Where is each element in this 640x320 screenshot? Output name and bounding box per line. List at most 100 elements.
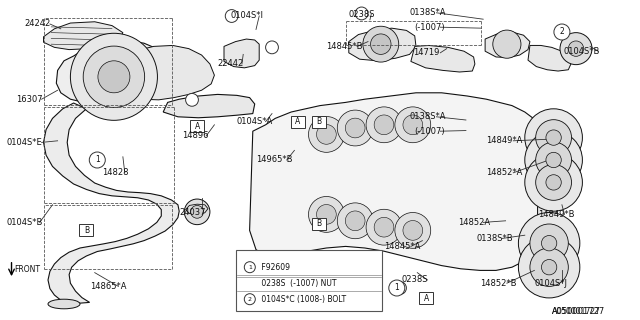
Circle shape [371,34,391,54]
Circle shape [394,282,406,294]
Circle shape [337,110,373,146]
Circle shape [536,164,572,200]
Text: 0104S*B: 0104S*B [563,47,600,56]
Text: 0104S*C (1008-) BOLT: 0104S*C (1008-) BOLT [259,295,346,304]
Circle shape [541,260,557,275]
Polygon shape [44,22,123,50]
Polygon shape [186,204,208,214]
Text: 14965*B: 14965*B [256,156,292,164]
Text: A: A [424,294,429,303]
Polygon shape [56,40,173,105]
Text: 0104S*I: 0104S*I [230,12,264,20]
Text: 14849*A: 14849*A [486,136,523,145]
Circle shape [266,41,278,54]
Polygon shape [411,45,475,72]
Circle shape [83,46,145,108]
Circle shape [554,24,570,40]
Circle shape [403,115,422,135]
Text: (-1007): (-1007) [415,127,445,136]
Circle shape [403,220,422,240]
Circle shape [568,41,584,56]
Text: 0138S*B: 0138S*B [477,234,513,243]
Polygon shape [163,94,255,118]
Circle shape [317,124,336,144]
Circle shape [395,212,431,248]
FancyBboxPatch shape [312,116,326,128]
Polygon shape [250,93,538,270]
Text: 0238S: 0238S [402,276,428,284]
Circle shape [346,118,365,138]
FancyBboxPatch shape [190,120,204,132]
Circle shape [317,204,336,224]
Text: 14896: 14896 [182,132,209,140]
Circle shape [530,224,568,262]
Circle shape [546,152,561,168]
Circle shape [525,154,582,211]
Polygon shape [485,32,530,58]
Text: A: A [295,117,300,126]
Text: A050001727: A050001727 [552,308,605,316]
Text: 0238S  (-1007) NUT: 0238S (-1007) NUT [259,279,336,288]
FancyBboxPatch shape [312,218,326,230]
Circle shape [389,280,405,296]
Circle shape [186,93,198,106]
Text: 24037: 24037 [179,208,205,217]
Text: 1: 1 [248,265,252,270]
Text: A: A [195,122,200,131]
Circle shape [560,33,592,65]
Circle shape [98,61,130,93]
FancyBboxPatch shape [79,224,93,236]
Text: 2: 2 [248,297,252,302]
Text: FRONT: FRONT [15,265,40,274]
Text: B: B [316,117,321,126]
Polygon shape [131,45,214,100]
Circle shape [308,116,344,152]
Circle shape [541,236,557,251]
Text: 14865*A: 14865*A [90,282,126,291]
Text: 0104S*E: 0104S*E [6,138,42,147]
Ellipse shape [48,299,80,309]
Circle shape [374,217,394,237]
Text: 1: 1 [95,156,100,164]
Circle shape [546,130,561,145]
Circle shape [518,212,580,274]
Text: 0104S*J: 0104S*J [534,279,568,288]
Text: 0104S*B: 0104S*B [6,218,43,227]
Circle shape [184,199,210,225]
Circle shape [366,209,402,245]
Text: 14845*B: 14845*B [326,42,363,51]
Text: 14845*A: 14845*A [384,242,420,251]
Circle shape [308,196,344,232]
Circle shape [395,107,431,143]
Circle shape [337,203,373,239]
Text: 14852*B: 14852*B [480,279,516,288]
Circle shape [70,33,157,120]
Text: 24242: 24242 [24,20,51,28]
Text: 14852*A: 14852*A [486,168,523,177]
Circle shape [355,7,368,20]
Text: A050001727: A050001727 [552,308,600,316]
Text: 0138S*A: 0138S*A [410,8,446,17]
Text: 14849*B: 14849*B [538,210,574,219]
Text: 0238S: 0238S [349,10,375,19]
Text: F92609: F92609 [259,263,290,272]
Circle shape [244,262,255,273]
Polygon shape [224,39,259,68]
Circle shape [363,26,399,62]
Text: 2: 2 [559,28,564,36]
Circle shape [244,294,255,305]
Circle shape [493,30,521,58]
Text: B: B [84,226,89,235]
Text: 16307: 16307 [16,95,43,104]
Polygon shape [349,28,416,61]
Text: (-1007): (-1007) [415,23,445,32]
Text: 14828: 14828 [102,168,129,177]
Polygon shape [44,103,179,304]
Text: 14719: 14719 [413,48,439,57]
Circle shape [530,248,568,286]
Text: 1: 1 [394,284,399,292]
FancyBboxPatch shape [291,116,305,128]
FancyBboxPatch shape [236,250,382,311]
Circle shape [525,109,582,166]
Circle shape [525,131,582,189]
